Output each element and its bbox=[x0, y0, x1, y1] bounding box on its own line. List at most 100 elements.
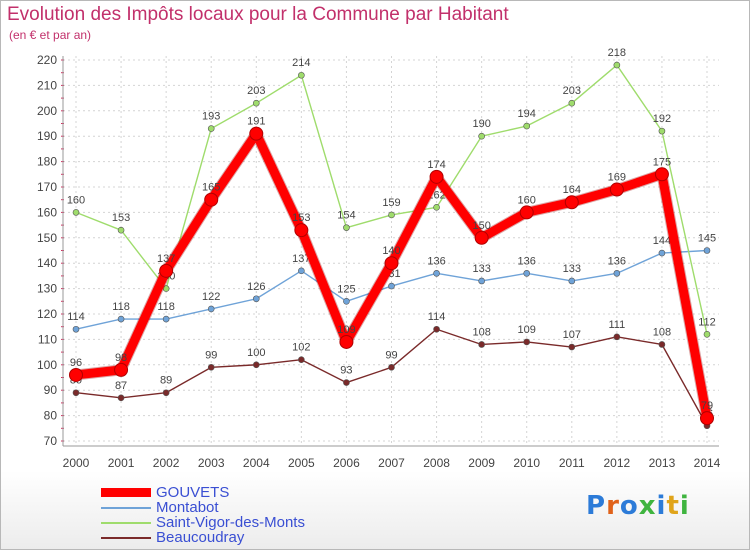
data-point-montabot bbox=[72, 325, 80, 333]
data-point-montabot bbox=[298, 267, 305, 275]
data-label-gouvets: 164 bbox=[563, 184, 581, 196]
data-label-montabot: 122 bbox=[202, 291, 220, 303]
data-label-gouvets: 153 bbox=[292, 212, 310, 224]
y-tick-label: 70 bbox=[44, 434, 58, 448]
y-tick-label: 120 bbox=[37, 307, 57, 321]
data-point-gouvets bbox=[114, 362, 129, 377]
data-point-montabot bbox=[478, 277, 485, 285]
series-saint-vigor-des-monts: 1601531301932032141541591621901942032181… bbox=[67, 47, 716, 338]
data-point-saint-vigor-des-monts bbox=[613, 61, 621, 69]
x-tick-label: 2003 bbox=[198, 456, 225, 470]
x-tick-label: 2002 bbox=[153, 456, 180, 470]
data-point-montabot bbox=[658, 249, 666, 257]
y-tick-label: 200 bbox=[37, 104, 57, 118]
x-tick-label: 2007 bbox=[378, 456, 405, 470]
data-point-gouvets bbox=[564, 195, 579, 210]
y-tick-label: 90 bbox=[44, 383, 58, 397]
data-label-montabot: 126 bbox=[247, 281, 265, 293]
data-point-saint-vigor-des-monts bbox=[478, 132, 485, 140]
y-tick-label: 150 bbox=[37, 231, 57, 245]
y-tick-label: 210 bbox=[37, 78, 57, 92]
data-label-montabot: 144 bbox=[653, 235, 671, 247]
proxiti-logo: Proxiti bbox=[586, 491, 690, 521]
data-label-montabot: 136 bbox=[427, 255, 445, 267]
data-label-saint-vigor-des-monts: 159 bbox=[382, 197, 400, 209]
x-tick-label: 2012 bbox=[604, 456, 631, 470]
data-label-montabot: 114 bbox=[67, 311, 85, 323]
data-point-saint-vigor-des-monts bbox=[343, 224, 350, 231]
data-point-gouvets bbox=[204, 192, 219, 207]
data-point-beaucoudray bbox=[298, 356, 305, 364]
data-label-gouvets: 160 bbox=[518, 194, 536, 206]
y-tick-label: 140 bbox=[37, 256, 57, 270]
data-point-beaucoudray bbox=[207, 364, 215, 371]
x-tick-label: 2010 bbox=[513, 456, 540, 470]
data-point-gouvets bbox=[159, 263, 174, 278]
x-tick-label: 2013 bbox=[649, 456, 676, 470]
chart-legend: GOUVETS Montabot Saint-Vigor-des-Monts B… bbox=[101, 485, 305, 545]
data-label-gouvets: 175 bbox=[653, 156, 671, 168]
data-label-saint-vigor-des-monts: 112 bbox=[698, 316, 716, 328]
y-tick-label: 100 bbox=[37, 358, 57, 372]
data-point-gouvets bbox=[249, 126, 264, 141]
x-tick-label: 2000 bbox=[63, 456, 90, 470]
data-label-beaucoudray: 107 bbox=[563, 329, 581, 341]
data-label-beaucoudray: 108 bbox=[472, 326, 490, 338]
x-tick-label: 2008 bbox=[423, 456, 450, 470]
data-label-saint-vigor-des-monts: 214 bbox=[292, 57, 310, 69]
legend-item-saint-vigor-des-monts[interactable]: Saint-Vigor-des-Monts bbox=[101, 515, 305, 530]
data-point-beaucoudray bbox=[568, 343, 576, 351]
data-point-saint-vigor-des-monts bbox=[207, 125, 215, 132]
data-point-montabot bbox=[568, 277, 576, 285]
data-point-saint-vigor-des-monts bbox=[433, 204, 440, 211]
data-point-beaucoudray bbox=[433, 325, 440, 333]
data-label-montabot: 136 bbox=[518, 255, 536, 267]
data-label-montabot: 136 bbox=[608, 255, 626, 267]
data-label-beaucoudray: 89 bbox=[160, 375, 172, 387]
data-label-beaucoudray: 87 bbox=[115, 380, 127, 392]
data-point-saint-vigor-des-monts bbox=[703, 331, 711, 338]
data-point-montabot bbox=[703, 247, 711, 254]
data-point-gouvets bbox=[69, 367, 83, 382]
data-label-beaucoudray: 114 bbox=[428, 311, 446, 323]
data-point-beaucoudray bbox=[72, 389, 80, 397]
data-label-gouvets: 79 bbox=[701, 400, 713, 412]
logo-letter: P bbox=[586, 491, 607, 521]
x-tick-label: 2005 bbox=[288, 456, 315, 470]
legend-item-gouvets[interactable]: GOUVETS bbox=[101, 485, 305, 500]
data-label-saint-vigor-des-monts: 203 bbox=[563, 85, 581, 97]
data-point-beaucoudray bbox=[478, 341, 485, 348]
y-tick-label: 190 bbox=[37, 129, 57, 143]
data-label-montabot: 118 bbox=[112, 301, 130, 313]
footer-gradient bbox=[1, 471, 749, 549]
data-label-saint-vigor-des-monts: 190 bbox=[472, 118, 490, 130]
data-point-beaucoudray bbox=[613, 333, 621, 341]
legend-item-montabot[interactable]: Montabot bbox=[101, 500, 305, 515]
data-point-gouvets bbox=[654, 167, 669, 182]
data-point-gouvets bbox=[519, 205, 534, 220]
data-label-beaucoudray: 99 bbox=[205, 349, 217, 361]
data-point-beaucoudray bbox=[343, 379, 350, 386]
data-label-beaucoudray: 93 bbox=[340, 365, 352, 377]
data-label-gouvets: 169 bbox=[608, 172, 626, 184]
legend-label-beaucoudray: Beaucoudray bbox=[156, 529, 245, 546]
data-point-gouvets bbox=[339, 334, 354, 349]
logo-letter: i bbox=[679, 491, 690, 521]
data-label-beaucoudray: 109 bbox=[518, 324, 536, 336]
data-point-beaucoudray bbox=[117, 394, 125, 402]
data-point-gouvets bbox=[700, 411, 714, 426]
data-point-beaucoudray bbox=[523, 338, 531, 346]
legend-swatch-montabot bbox=[101, 506, 151, 509]
data-label-montabot: 125 bbox=[337, 283, 355, 295]
legend-swatch-beaucoudray bbox=[101, 536, 151, 539]
chart-title: Evolution des Impôts locaux pour la Comm… bbox=[7, 4, 509, 25]
data-label-beaucoudray: 111 bbox=[608, 319, 625, 331]
data-label-montabot: 118 bbox=[157, 301, 175, 313]
data-point-saint-vigor-des-monts bbox=[252, 99, 260, 107]
y-tick-label: 160 bbox=[37, 205, 57, 219]
series-gouvets: 96 98 137 165 191 153 109 140 174 150 160 164 169 175… bbox=[69, 116, 714, 426]
data-label-gouvets: 191 bbox=[247, 116, 265, 128]
data-label-gouvets: 137 bbox=[157, 253, 175, 265]
legend-item-beaucoudray[interactable]: Beaucoudray bbox=[101, 530, 305, 545]
